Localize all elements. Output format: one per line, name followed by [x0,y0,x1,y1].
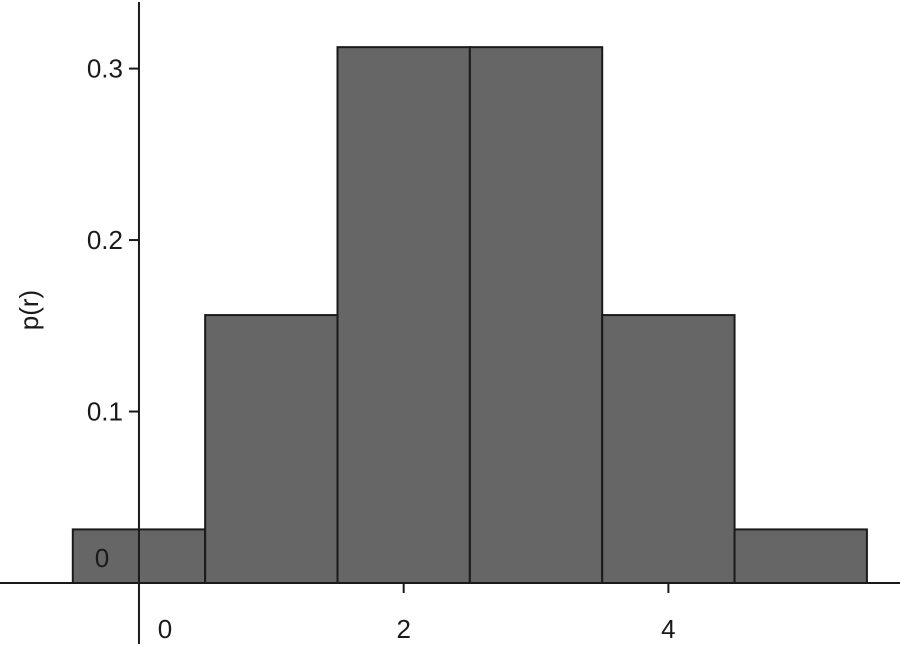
bar-r-2 [336,46,471,584]
bar-r-1 [204,314,339,584]
bar-r-3 [468,46,604,584]
bar-r-4 [601,314,736,584]
y-ticks-group: 0 0.1 0.2 0.3 [87,54,139,573]
x-tick-label: 2 [396,614,410,644]
x-tick-label: 0 [158,614,172,644]
bar-r-5 [733,528,868,585]
y-tick-label: 0 [95,543,109,573]
y-tick-label: 0.1 [87,397,123,427]
x-tick-label: 4 [661,614,675,644]
x-ticks-group: 0 2 4 [158,583,676,644]
y-tick-label: 0.2 [87,225,123,255]
y-tick-label: 0.3 [87,54,123,84]
bars-group [71,46,868,585]
y-axis-title: p(r) [14,290,44,330]
